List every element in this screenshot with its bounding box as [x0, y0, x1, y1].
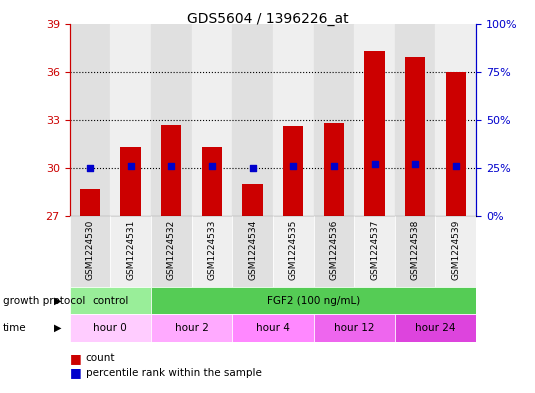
Text: GSM1224532: GSM1224532 [167, 220, 175, 280]
Text: ■: ■ [70, 352, 81, 365]
Text: time: time [3, 323, 26, 333]
Bar [151, 24, 192, 216]
Text: GSM1224538: GSM1224538 [411, 220, 419, 280]
Bar [70, 216, 110, 287]
Bar [242, 184, 263, 216]
Text: ▶: ▶ [54, 296, 62, 306]
Bar [192, 24, 232, 216]
Text: hour 12: hour 12 [334, 323, 374, 333]
Bar [273, 24, 314, 216]
Text: GSM1224535: GSM1224535 [289, 220, 297, 280]
Bar [70, 314, 151, 342]
Point [86, 165, 94, 171]
Bar [232, 314, 314, 342]
Point [167, 163, 175, 169]
Text: ▶: ▶ [54, 323, 62, 333]
Text: GSM1224537: GSM1224537 [370, 220, 379, 280]
Text: growth protocol: growth protocol [3, 296, 85, 306]
Text: GDS5604 / 1396226_at: GDS5604 / 1396226_at [187, 12, 348, 26]
Bar [110, 216, 151, 287]
Text: FGF2 (100 ng/mL): FGF2 (100 ng/mL) [267, 296, 360, 306]
Text: count: count [86, 353, 115, 364]
Bar [395, 314, 476, 342]
Bar [395, 216, 435, 287]
Text: GSM1224536: GSM1224536 [330, 220, 338, 280]
Bar [80, 189, 100, 216]
Bar [283, 126, 303, 216]
Bar [435, 216, 476, 287]
Bar [354, 216, 395, 287]
Bar [314, 216, 354, 287]
Bar [120, 147, 141, 216]
Bar [405, 57, 425, 216]
Bar [273, 216, 314, 287]
Text: percentile rank within the sample: percentile rank within the sample [86, 367, 262, 378]
Bar [354, 24, 395, 216]
Bar [161, 125, 181, 216]
Bar [395, 24, 435, 216]
Bar [202, 147, 222, 216]
Text: ■: ■ [70, 366, 81, 379]
Text: GSM1224530: GSM1224530 [86, 220, 94, 280]
Bar [446, 72, 466, 216]
Point [370, 161, 379, 167]
Text: GSM1224539: GSM1224539 [452, 220, 460, 280]
Point [289, 163, 297, 169]
Bar [151, 287, 476, 314]
Point [452, 163, 460, 169]
Text: hour 2: hour 2 [174, 323, 209, 333]
Bar [192, 216, 232, 287]
Text: hour 24: hour 24 [415, 323, 456, 333]
Text: control: control [92, 296, 128, 306]
Point [330, 163, 338, 169]
Point [411, 161, 419, 167]
Point [208, 163, 216, 169]
Point [248, 165, 257, 171]
Bar [364, 51, 385, 216]
Point [126, 163, 135, 169]
Bar [435, 24, 476, 216]
Bar [151, 314, 232, 342]
Text: GSM1224534: GSM1224534 [248, 220, 257, 280]
Bar [110, 24, 151, 216]
Bar [232, 216, 273, 287]
Text: hour 0: hour 0 [93, 323, 127, 333]
Bar [70, 24, 110, 216]
Bar [151, 216, 192, 287]
Text: GSM1224531: GSM1224531 [126, 220, 135, 280]
Text: hour 4: hour 4 [256, 323, 290, 333]
Bar [324, 123, 344, 216]
Bar [314, 24, 354, 216]
Bar [232, 24, 273, 216]
Bar [314, 314, 395, 342]
Bar [70, 287, 151, 314]
Text: GSM1224533: GSM1224533 [208, 220, 216, 280]
